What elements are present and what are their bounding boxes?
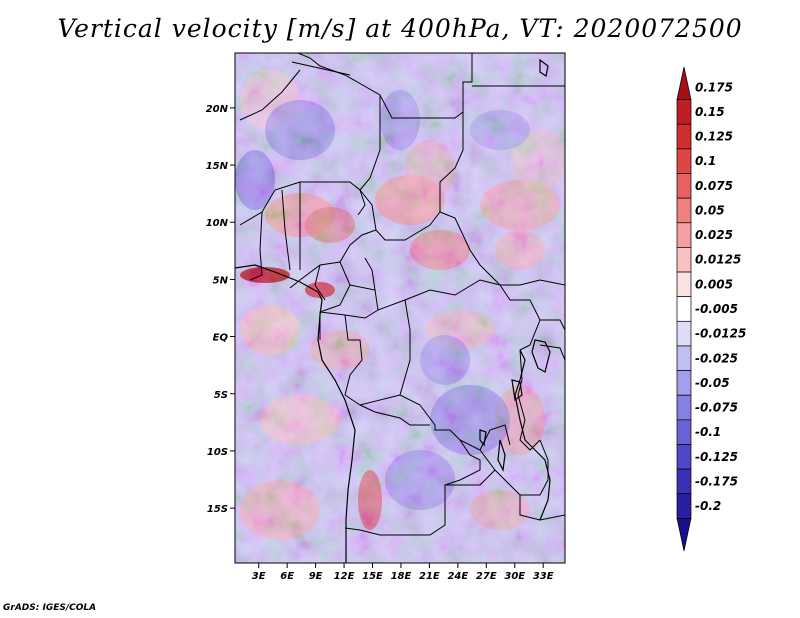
colorbar-swatch [676,123,692,150]
colorbar: 0.175 0.15 0.125 0.1 0.075 0.05 0.025 0.0125 0.0… [676,66,746,552]
lat-label: 5N [213,275,229,286]
lon-label: 21E [419,571,440,582]
lon-label: 27E [476,571,497,582]
lon-label: 3E [252,571,266,582]
colorbar-swatch [676,444,692,470]
colorbar-label: -0.2 [695,499,721,513]
colorbar-swatch [676,271,692,298]
colorbar-swatch [676,518,692,552]
lon-label: 9E [309,571,323,582]
lon-label: 6E [280,571,294,582]
colorbar-label: -0.0125 [695,327,746,341]
map-title: Vertical velocity [m/s] at 400hPa, VT: 2… [57,14,743,43]
footer-credit: GrADS: IGES/COLA [3,603,97,613]
colorbar-swatch [676,345,692,371]
lon-label: 24E [447,571,468,582]
colorbar-swatch [676,66,692,100]
lat-label: 20N [206,104,229,115]
colorbar-label: 0.05 [695,203,725,217]
colorbar-swatch [676,222,692,248]
lon-label: 15E [362,571,383,582]
colorbar-swatch [676,320,692,347]
colorbar-label: -0.075 [695,401,738,415]
coastline [235,58,551,563]
colorbar-label: 0.025 [695,228,733,242]
lon-label: 33E [533,571,554,582]
colorbar-swatch [676,173,692,199]
lat-label: 15N [206,161,229,172]
colorbar-swatch [676,99,692,125]
velocity-field [235,53,565,563]
colorbar-label: -0.175 [695,474,738,488]
colorbar-swatch [676,419,692,445]
country-borders [239,53,565,536]
colorbar-label: -0.005 [695,302,738,316]
colorbar-label: 0.0125 [695,253,741,267]
colorbar-swatch [676,247,692,273]
colorbar-label: 0.15 [695,105,725,119]
colorbar-label: 0.005 [695,277,733,291]
colorbar-swatch [676,493,692,519]
lon-label: 18E [391,571,412,582]
colorbar-swatch [676,394,692,421]
colorbar-label: 0.1 [695,154,716,168]
lon-label: 30E [504,571,525,582]
plot-frame [234,52,566,564]
colorbar-swatch [676,296,692,322]
lat-label: EQ [213,333,229,344]
colorbar-swatch [676,197,692,224]
colorbar-label: -0.05 [695,376,730,390]
colorbar-label: -0.1 [695,425,721,439]
colorbar-label: 0.125 [695,130,733,144]
lat-label: 15S [207,504,228,515]
lat-label: 10S [207,447,228,458]
colorbar-label: 0.075 [695,179,733,193]
colorbar-swatch [676,468,692,495]
colorbar-label: -0.125 [695,450,738,464]
colorbar-label: 0.175 [695,80,733,94]
lon-label: 12E [334,571,355,582]
colorbar-swatch [676,148,692,174]
colorbar-swatch [676,370,692,396]
lat-label: 5S [214,390,228,401]
colorbar-label: -0.025 [695,351,738,365]
lat-label: 10N [206,218,229,229]
